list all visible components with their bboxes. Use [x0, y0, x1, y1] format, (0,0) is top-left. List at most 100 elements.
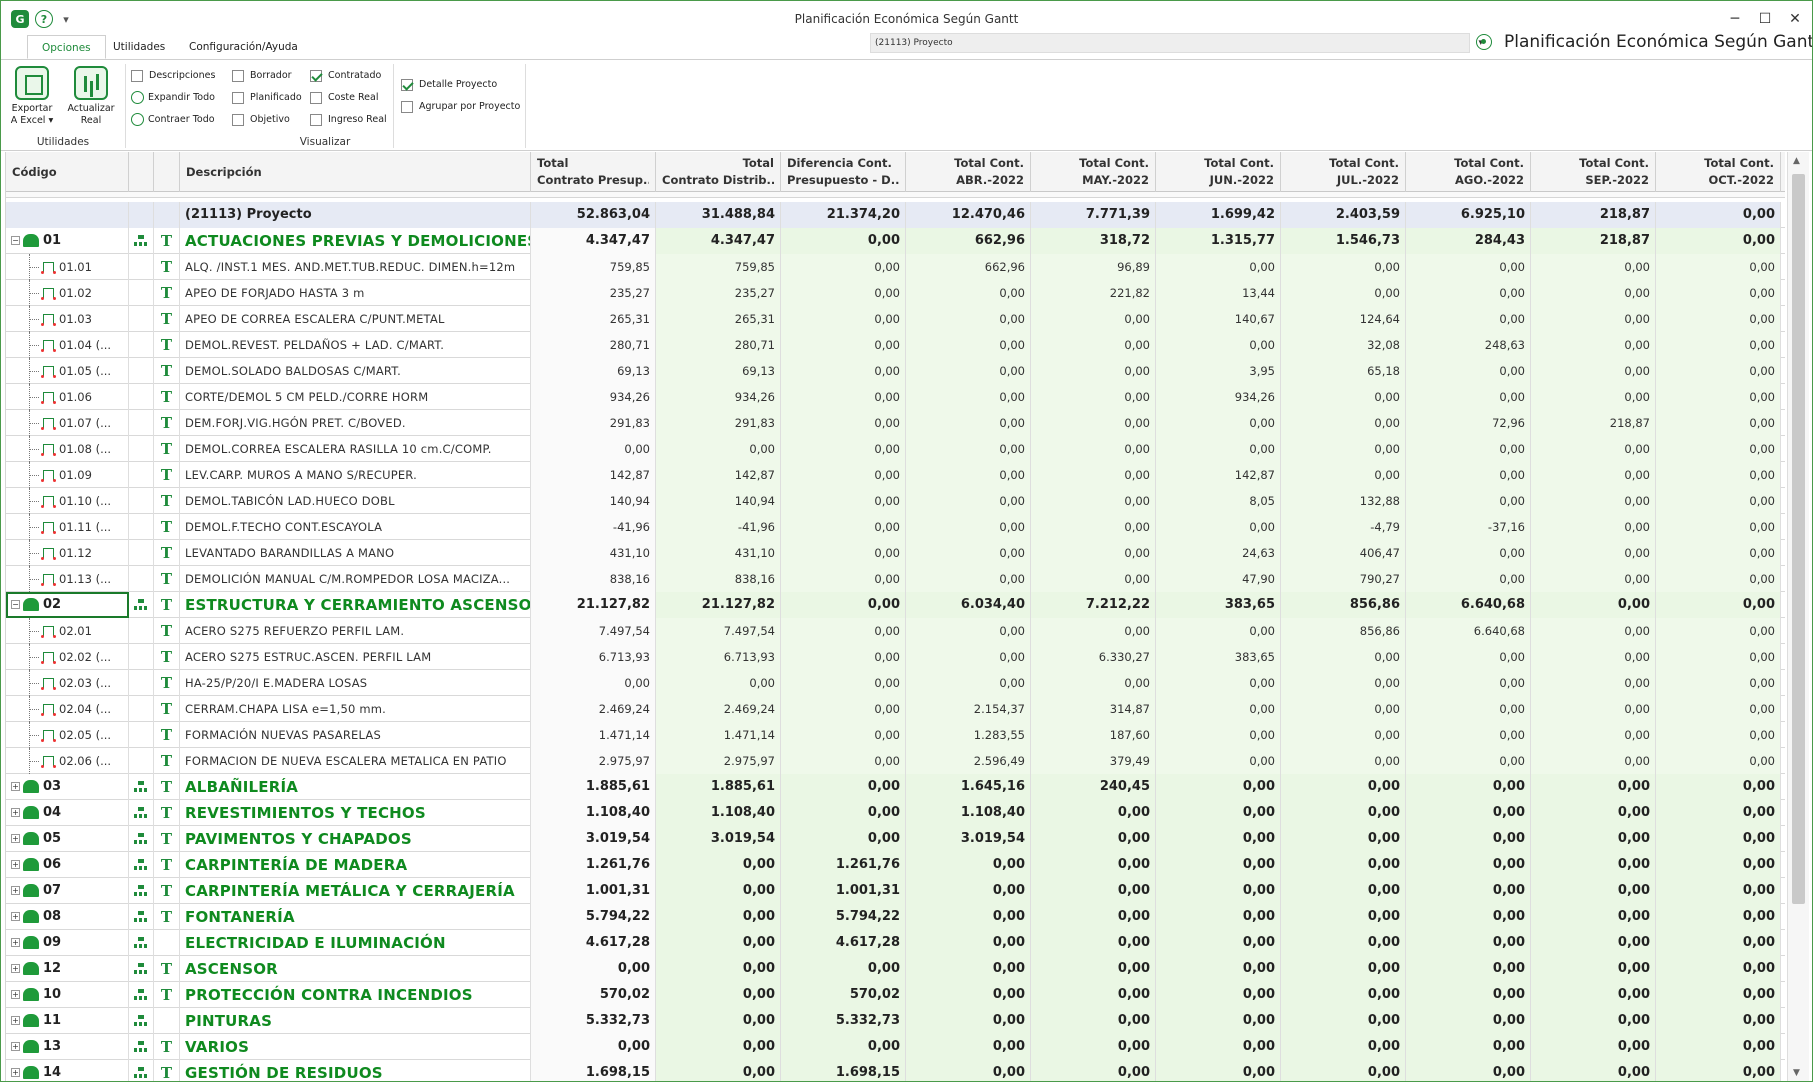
value-cell[interactable]: 1.261,76	[531, 852, 656, 878]
value-cell[interactable]: 0,00	[1031, 384, 1156, 410]
code-cell[interactable]: +06	[6, 852, 129, 878]
group-row[interactable]: +10 T PROTECCIÓN CONTRA INCENDIOS 570,02 0,0…	[6, 982, 1785, 1008]
text-type-icon[interactable]: T	[160, 674, 173, 692]
value-cell[interactable]: 0,00	[781, 280, 906, 306]
value-cell[interactable]: 0,00	[1531, 722, 1656, 748]
type-cell[interactable]: T	[154, 774, 180, 800]
value-cell[interactable]: 0,00	[1031, 982, 1156, 1008]
code-cell[interactable]: 01.08 (...	[6, 436, 129, 462]
value-cell[interactable]: -4,79	[1281, 514, 1406, 540]
type-cell[interactable]: T	[154, 956, 180, 982]
value-cell[interactable]: 0,00	[1656, 540, 1781, 566]
value-cell[interactable]: 0,00	[906, 384, 1031, 410]
group-row[interactable]: +05 T PAVIMENTOS Y CHAPADOS 3.019,54 3.019,5…	[6, 826, 1785, 852]
expand-icon[interactable]: +	[11, 990, 20, 999]
description-cell[interactable]: APEO DE FORJADO HASTA 3 m	[180, 280, 531, 306]
code-cell[interactable]: 01.01	[6, 254, 129, 280]
value-cell[interactable]: 0,00	[1406, 800, 1531, 826]
value-cell[interactable]: 265,31	[656, 306, 781, 332]
text-type-icon[interactable]: T	[160, 700, 173, 718]
code-cell[interactable]: +08	[6, 904, 129, 930]
value-cell[interactable]: 72,96	[1406, 410, 1531, 436]
value-cell[interactable]: 140,67	[1156, 306, 1281, 332]
value-cell[interactable]: 24,63	[1156, 540, 1281, 566]
group-row[interactable]: +11 PINTURAS 5.332,73 0,00 5.332,73 0,00 0,00 0…	[6, 1008, 1785, 1034]
value-cell[interactable]: 318,72	[1031, 228, 1156, 254]
text-type-icon[interactable]: T	[160, 856, 173, 874]
value-cell[interactable]: 1.885,61	[531, 774, 656, 800]
value-cell[interactable]: 0,00	[1656, 956, 1781, 982]
value-cell[interactable]: 32,08	[1281, 332, 1406, 358]
org-cell[interactable]	[129, 930, 154, 956]
value-cell[interactable]: 6.330,27	[1031, 644, 1156, 670]
expand-icon[interactable]: +	[11, 1068, 20, 1077]
value-cell[interactable]: 0,00	[781, 696, 906, 722]
code-cell[interactable]: 01.10 (...	[6, 488, 129, 514]
value-cell[interactable]: 0,00	[906, 982, 1031, 1008]
value-cell[interactable]: 221,82	[1031, 280, 1156, 306]
value-cell[interactable]: 0,00	[1656, 280, 1781, 306]
description-cell[interactable]: DEMOL.REVEST. PELDAÑOS + LAD. C/MART.	[180, 332, 531, 358]
value-cell[interactable]: 0,00	[1031, 826, 1156, 852]
text-type-icon[interactable]: T	[160, 1064, 173, 1082]
description-cell[interactable]: DEMOL.SOLADO BALDOSAS C/MART.	[180, 358, 531, 384]
value-cell[interactable]: 0,00	[1156, 410, 1281, 436]
value-cell[interactable]: 2.469,24	[531, 696, 656, 722]
value-cell[interactable]: 0,00	[1656, 878, 1781, 904]
description-cell[interactable]: ALQ. /INST.1 MES. AND.MET.TUB.REDUC. DIM…	[180, 254, 531, 280]
org-cell[interactable]	[129, 254, 154, 280]
value-cell[interactable]: 662,96	[906, 254, 1031, 280]
value-cell[interactable]: 0,00	[1156, 826, 1281, 852]
type-cell[interactable]: T	[154, 722, 180, 748]
value-cell[interactable]: 0,00	[1406, 748, 1531, 774]
org-cell[interactable]	[129, 670, 154, 696]
value-cell[interactable]: 218,87	[1531, 228, 1656, 254]
expand-icon[interactable]: +	[11, 782, 20, 791]
code-cell[interactable]: +03	[6, 774, 129, 800]
value-cell[interactable]: 0,00	[1531, 826, 1656, 852]
type-cell[interactable]: T	[154, 462, 180, 488]
minimize-button[interactable]: ─	[1730, 11, 1740, 27]
value-cell[interactable]: 934,26	[656, 384, 781, 410]
code-cell[interactable]: 01.05 (...	[6, 358, 129, 384]
org-cell[interactable]	[129, 228, 154, 254]
value-cell[interactable]: 0,00	[1406, 644, 1531, 670]
value-cell[interactable]: 4.347,47	[656, 228, 781, 254]
type-cell[interactable]: T	[154, 358, 180, 384]
text-type-icon[interactable]: T	[160, 258, 173, 276]
update-real-button[interactable]: Actualizar Real	[64, 64, 118, 136]
org-cell[interactable]	[129, 982, 154, 1008]
code-cell[interactable]: 01.09	[6, 462, 129, 488]
value-cell[interactable]: -37,16	[1406, 514, 1531, 540]
description-cell[interactable]: LEVANTADO BARANDILLAS A MANO	[180, 540, 531, 566]
value-cell[interactable]: 790,27	[1281, 566, 1406, 592]
check-descripciones[interactable]: Descripciones	[131, 69, 215, 85]
value-cell[interactable]: 0,00	[781, 514, 906, 540]
value-cell[interactable]: 0,00	[1031, 332, 1156, 358]
value-cell[interactable]: 5.332,73	[531, 1008, 656, 1034]
table-row[interactable]: 01.12 T LEVANTADO BARANDILLAS A MANO 431,10…	[6, 540, 1785, 566]
value-cell[interactable]: 0,00	[1281, 774, 1406, 800]
value-cell[interactable]: 314,87	[1031, 696, 1156, 722]
code-cell[interactable]: 01.13 (...	[6, 566, 129, 592]
value-cell[interactable]: 69,13	[656, 358, 781, 384]
column-header-org[interactable]	[129, 152, 154, 192]
code-cell[interactable]: 02.03 (...	[6, 670, 129, 696]
value-cell[interactable]: 0,00	[906, 540, 1031, 566]
value-cell[interactable]: 280,71	[656, 332, 781, 358]
value-cell[interactable]: 0,00	[1406, 826, 1531, 852]
value-cell[interactable]: 0,00	[1031, 1060, 1156, 1081]
value-cell[interactable]: 4.617,28	[531, 930, 656, 956]
description-cell[interactable]: LEV.CARP. MUROS A MANO S/RECUPER.	[180, 462, 531, 488]
table-row[interactable]: 01.05 (... T DEMOL.SOLADO BALDOSAS C/MART.…	[6, 358, 1785, 384]
expand-icon[interactable]: +	[11, 886, 20, 895]
description-cell[interactable]: CERRAM.CHAPA LISA e=1,50 mm.	[180, 696, 531, 722]
value-cell[interactable]: 662,96	[906, 228, 1031, 254]
value-cell[interactable]: 2.154,37	[906, 696, 1031, 722]
description-cell[interactable]: VARIOS	[180, 1034, 531, 1060]
value-cell[interactable]: 0,00	[1031, 618, 1156, 644]
value-cell[interactable]: 0,00	[1406, 1034, 1531, 1060]
collapse-icon[interactable]: −	[11, 236, 20, 245]
code-cell[interactable]: +12	[6, 956, 129, 982]
value-cell[interactable]: 838,16	[656, 566, 781, 592]
